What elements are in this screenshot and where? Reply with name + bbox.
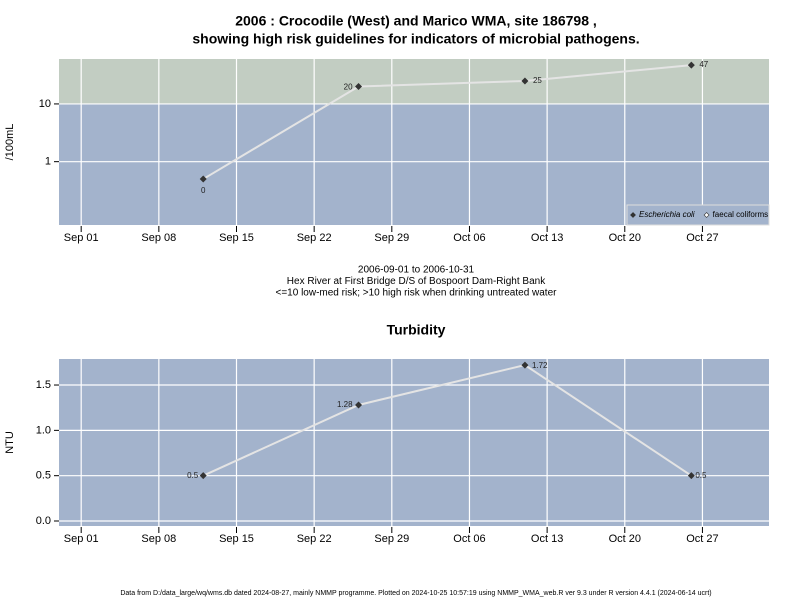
y-tick-label: 0.0 bbox=[36, 515, 51, 527]
legend-marker bbox=[630, 212, 636, 218]
chart-title: Turbidity bbox=[387, 322, 446, 338]
series-line bbox=[202, 363, 692, 477]
x-tick-label: Sep 22 bbox=[297, 533, 332, 545]
value-label: 0.5 bbox=[187, 471, 199, 480]
x-tick-label: Sep 08 bbox=[141, 232, 176, 244]
footer: Data from D:/data_large/wq/wms.db dated … bbox=[120, 590, 711, 597]
data-point bbox=[355, 83, 363, 91]
x-tick-label: Oct 20 bbox=[609, 533, 641, 545]
x-tick-label: Oct 06 bbox=[453, 533, 485, 545]
data-point bbox=[687, 472, 695, 480]
caption: <=10 low-med risk; >10 high risk when dr… bbox=[276, 288, 558, 299]
y-tick-label: 1.5 bbox=[36, 379, 51, 391]
value-label: 1.28 bbox=[337, 400, 353, 409]
plot-background bbox=[59, 359, 769, 526]
data-point bbox=[521, 77, 529, 85]
data-point bbox=[355, 401, 363, 409]
x-tick-label: Oct 13 bbox=[531, 232, 563, 244]
data-point bbox=[687, 61, 695, 69]
legend-label: faecal coliforms bbox=[713, 210, 769, 219]
x-tick-label: Oct 20 bbox=[609, 232, 641, 244]
x-tick-label: Sep 01 bbox=[64, 533, 99, 545]
x-tick-label: Sep 15 bbox=[219, 533, 254, 545]
data-point bbox=[521, 361, 529, 369]
value-label: 20 bbox=[344, 83, 353, 92]
value-label: 25 bbox=[533, 76, 542, 85]
y-axis-label: /100mL bbox=[4, 124, 16, 161]
chart-title: showing high risk guidelines for indicat… bbox=[192, 31, 639, 47]
x-tick-label: Sep 22 bbox=[297, 232, 332, 244]
chart-title: 2006 : Crocodile (West) and Marico WMA, … bbox=[235, 13, 597, 29]
x-tick-label: Oct 06 bbox=[453, 232, 485, 244]
y-tick-label: 0.5 bbox=[36, 470, 51, 482]
y-tick-label: 1.0 bbox=[36, 424, 51, 436]
value-label: 1.72 bbox=[532, 361, 548, 370]
caption: Hex River at First Bridge D/S of Bospoor… bbox=[287, 276, 546, 287]
legend-marker bbox=[703, 212, 710, 218]
legend-label: Escherichia coli bbox=[639, 210, 695, 219]
y-tick-label: 1 bbox=[45, 156, 51, 168]
caption: 2006-09-01 to 2006-10-31 bbox=[358, 265, 475, 276]
x-tick-label: Oct 27 bbox=[686, 232, 718, 244]
value-label: 0 bbox=[201, 186, 206, 195]
high-risk-band bbox=[59, 59, 769, 104]
data-point bbox=[199, 472, 207, 480]
value-label: 47 bbox=[699, 60, 708, 69]
value-label: 0.5 bbox=[695, 471, 707, 480]
legend-box bbox=[626, 204, 770, 226]
x-tick-label: Sep 29 bbox=[374, 533, 409, 545]
x-tick-label: Oct 13 bbox=[531, 533, 563, 545]
x-tick-label: Sep 15 bbox=[219, 232, 254, 244]
x-tick-label: Sep 01 bbox=[64, 232, 99, 244]
x-tick-label: Sep 08 bbox=[141, 533, 176, 545]
x-tick-label: Sep 29 bbox=[374, 232, 409, 244]
y-axis-label: NTU bbox=[4, 431, 16, 454]
data-point bbox=[199, 175, 207, 183]
y-tick-label: 10 bbox=[39, 98, 51, 110]
series-line bbox=[202, 64, 692, 180]
x-tick-label: Oct 27 bbox=[686, 533, 718, 545]
